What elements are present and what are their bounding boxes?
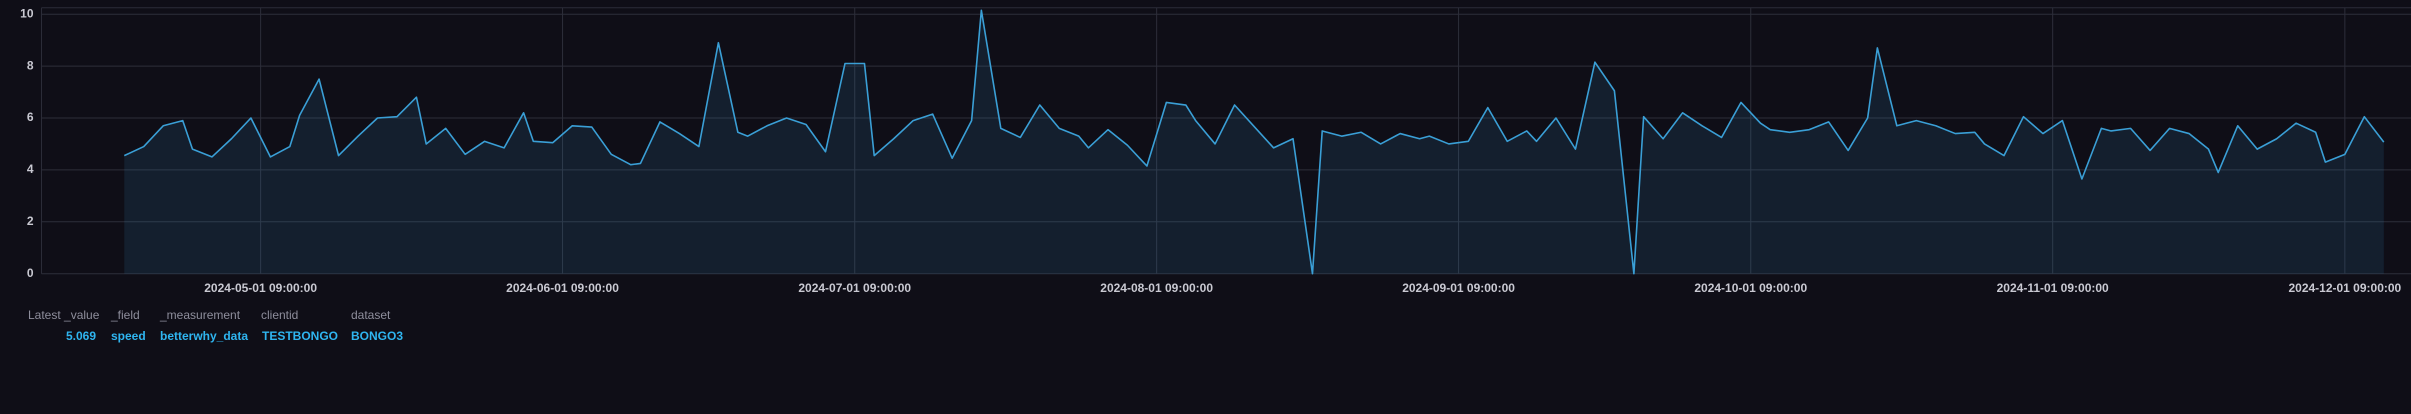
legend-header: _field [110,308,140,322]
x-tick-label: 2024-12-01 09:00:00 [2288,281,2401,295]
legend-value: TESTBONGO [262,329,338,343]
x-tick-label: 2024-09-01 09:00:00 [1402,281,1515,295]
legend-header: dataset [351,308,391,322]
x-tick-label: 2024-11-01 09:00:00 [1997,281,2109,295]
legend-value: speed [111,329,146,343]
x-tick-label: 2024-06-01 09:00:00 [506,281,619,295]
x-tick-label: 2024-08-01 09:00:00 [1100,281,1213,295]
y-tick-label: 8 [27,58,34,72]
legend-value: BONGO3 [351,329,403,343]
y-tick-label: 0 [27,266,34,280]
y-tick-label: 10 [20,6,34,20]
legend-latest-value: 5.069 [66,329,96,343]
x-tick-label: 2024-07-01 09:00:00 [798,281,911,295]
y-tick-label: 4 [27,162,34,176]
legend-header: _measurement [159,308,241,322]
y-tick-label: 6 [27,110,34,124]
y-tick-label: 2 [27,214,34,228]
x-tick-label: 2024-10-01 09:00:00 [1694,281,1807,295]
line [123,9,2385,275]
legend-header: clientid [261,308,298,322]
legend-header: Latest _value [28,308,100,322]
area [124,10,2384,274]
x-tick-label: 2024-05-01 09:00:00 [204,281,317,295]
legend-value: betterwhy_data [160,329,248,343]
